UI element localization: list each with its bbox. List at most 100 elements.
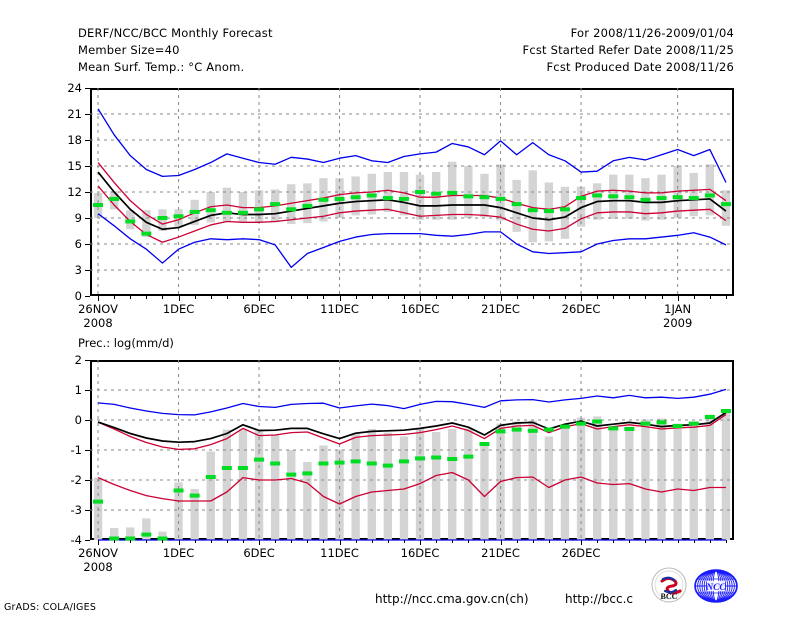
observed-marker — [141, 532, 152, 537]
x-minor-tick — [725, 296, 727, 299]
x-minor-tick — [645, 296, 647, 299]
url-bcc-link[interactable]: http://bcc.c — [565, 592, 633, 606]
x-tick-sublabel: 2008 — [83, 316, 113, 330]
spread-bar — [254, 190, 264, 223]
x-minor-tick — [581, 296, 583, 299]
observed-marker — [576, 196, 587, 201]
spread-bar — [238, 192, 248, 222]
x-minor-tick — [677, 540, 679, 543]
x-minor-tick — [259, 296, 261, 299]
spread-bar — [592, 416, 602, 540]
spread-bar — [431, 172, 441, 220]
x-tick-label: 16DEC — [400, 302, 440, 316]
observed-marker — [576, 421, 587, 426]
x-minor-tick — [242, 540, 244, 543]
observed-marker — [656, 196, 667, 201]
svg-text:BCC: BCC — [661, 592, 678, 601]
observed-marker — [302, 471, 313, 476]
observed-marker — [463, 454, 474, 459]
observed-marker — [109, 196, 120, 201]
observed-markers — [93, 409, 731, 541]
y-tick-label: -3 — [70, 503, 82, 517]
x-minor-tick — [210, 296, 212, 299]
x-tick-label: 21DEC — [481, 546, 520, 560]
x-minor-tick — [226, 540, 228, 543]
spread-bar — [383, 432, 393, 540]
url-ncc-link[interactable]: http://ncc.cma.gov.cn(ch) — [375, 592, 529, 606]
spread-bar — [351, 433, 360, 540]
y-tick-label: 21 — [67, 107, 82, 121]
observed-marker — [382, 463, 393, 468]
observed-marker — [463, 194, 474, 199]
observed-marker — [447, 457, 458, 461]
y-tick-label: 3 — [74, 263, 82, 277]
observed-marker — [221, 210, 232, 215]
spread-bar — [560, 425, 570, 540]
observed-marker — [334, 196, 345, 201]
observed-marker — [640, 421, 651, 426]
x-minor-tick — [677, 296, 679, 299]
spread-bar — [673, 423, 682, 540]
grads-credit: GrADS: COLA/IGES — [4, 602, 97, 613]
precipitation-axis-title: Prec.: log(mm/d) — [78, 336, 174, 350]
x-minor-tick — [484, 296, 486, 299]
x-minor-tick — [178, 540, 180, 543]
series-max — [97, 388, 727, 416]
x-tick-label: 6DEC — [243, 546, 275, 560]
x-minor-tick — [355, 296, 357, 299]
observed-marker — [141, 231, 152, 236]
x-minor-tick — [548, 540, 550, 543]
x-tick-label: 1JAN — [664, 302, 692, 316]
observed-marker — [173, 214, 184, 219]
observed-marker — [205, 475, 216, 479]
observed-marker — [592, 419, 603, 424]
spread-bar — [174, 482, 183, 540]
x-minor-tick — [661, 296, 663, 299]
observed-marker — [608, 426, 619, 431]
x-tick-label: 11DEC — [320, 302, 359, 316]
observed-marker — [398, 459, 409, 464]
y-tick-mark — [85, 244, 90, 245]
series-min — [97, 213, 727, 269]
temperature-plot-area — [90, 88, 734, 296]
observed-marker — [318, 197, 329, 202]
spread-bar — [158, 209, 167, 231]
x-tick-label: 1DEC — [162, 546, 195, 560]
observed-marker — [495, 429, 506, 434]
spread-bar — [399, 172, 409, 216]
observed-marker — [254, 457, 265, 462]
spread-bar — [190, 489, 199, 540]
x-minor-tick — [452, 540, 454, 543]
x-minor-tick — [468, 296, 470, 299]
x-minor-tick — [581, 540, 583, 543]
spread-bar — [270, 434, 280, 540]
observed-marker — [656, 420, 667, 425]
y-tick-mark — [85, 390, 90, 391]
observed-marker — [527, 208, 538, 213]
x-minor-tick — [98, 540, 100, 543]
spread-bar — [689, 172, 698, 217]
x-minor-tick — [420, 540, 422, 543]
x-minor-tick — [709, 296, 711, 299]
x-minor-tick — [259, 540, 261, 543]
header-start-date: Fcst Started Refer Date 2008/11/25 — [522, 43, 734, 57]
x-minor-tick — [452, 296, 454, 299]
ncc-logo-icon: NCC — [694, 566, 738, 608]
spread-bar — [367, 429, 376, 540]
x-tick-sublabel: 2008 — [83, 560, 113, 574]
x-minor-tick — [436, 296, 438, 299]
observed-marker — [237, 210, 248, 215]
x-minor-tick — [403, 296, 405, 299]
x-minor-tick — [516, 540, 518, 543]
observed-marker — [415, 456, 426, 461]
x-minor-tick — [210, 540, 212, 543]
observed-marker — [189, 209, 200, 214]
x-minor-tick — [564, 540, 566, 543]
x-minor-tick — [645, 540, 647, 543]
observed-marker — [720, 409, 731, 413]
x-tick-label: 6DEC — [243, 302, 275, 316]
x-minor-tick — [387, 296, 389, 299]
x-minor-tick — [564, 296, 566, 299]
spread-bar — [399, 436, 409, 540]
observed-marker — [543, 209, 554, 214]
